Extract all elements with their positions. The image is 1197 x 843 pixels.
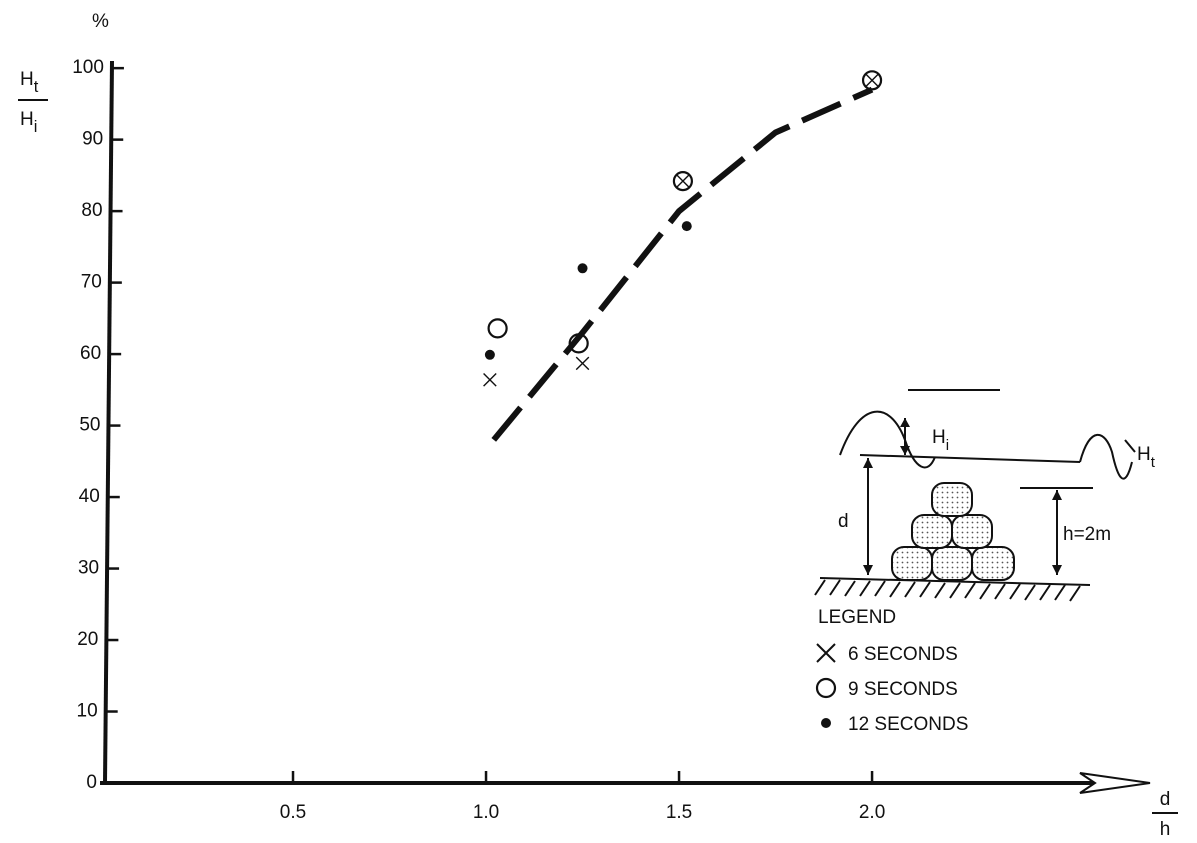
y-unit: % <box>92 11 109 32</box>
marker-dot <box>578 263 588 273</box>
y-label-denominator: Hi <box>20 109 37 136</box>
inset-diagram <box>815 390 1135 601</box>
incident-wave-label-main: H <box>932 427 946 448</box>
x-label-denominator: h <box>1160 819 1171 840</box>
x-tick-label: 0.5 <box>280 802 306 823</box>
y-tick-label: 20 <box>77 629 98 650</box>
x-tick-label: 1.5 <box>666 802 692 823</box>
marker-o <box>817 679 835 697</box>
marker-x <box>576 357 589 370</box>
incident-wave-label-sub: i <box>946 437 949 454</box>
x-label-numerator: d <box>1160 789 1171 810</box>
y-tick-label: 30 <box>78 558 99 579</box>
marker-dot <box>485 350 495 360</box>
legend-label: 6 SECONDS <box>848 644 958 665</box>
transmitted-wave-label: Ht <box>1137 444 1156 471</box>
x-tick-label: 2.0 <box>859 802 885 823</box>
depth-label: d <box>838 511 849 532</box>
transmitted-wave-label-main: H <box>1137 444 1151 465</box>
marker-part <box>576 357 589 370</box>
incident-wave-label: Hi <box>932 427 949 454</box>
marker-part <box>489 319 507 337</box>
x-tick-label: 1.0 <box>473 802 499 823</box>
y-label-numerator-main: H <box>20 69 34 90</box>
marker-part <box>821 718 831 728</box>
y-axis <box>105 61 112 783</box>
marker-x <box>484 374 497 387</box>
marker-x <box>677 175 690 188</box>
y-tick-label: 0 <box>86 772 97 793</box>
height-label: h=2m <box>1063 524 1111 545</box>
y-tick-label: 80 <box>81 200 102 221</box>
marker-x <box>866 74 879 87</box>
marker-part <box>484 374 497 387</box>
marker-dot <box>682 221 692 231</box>
marker-part <box>866 74 879 87</box>
legend-label: 12 SECONDS <box>848 714 968 735</box>
marker-x <box>817 644 835 662</box>
y-tick-label: 100 <box>72 57 104 78</box>
marker-part <box>817 644 835 662</box>
marker-part <box>485 350 495 360</box>
y-label-numerator: Ht <box>20 69 39 96</box>
y-tick-label: 10 <box>77 701 98 722</box>
marker-part <box>578 263 588 273</box>
transmitted-wave-label-sub: t <box>1151 454 1156 471</box>
y-label-denominator-main: H <box>20 109 34 130</box>
y-label-numerator-sub: t <box>34 78 39 96</box>
y-tick-label: 40 <box>79 486 100 507</box>
chart: 01020304050607080901000.51.01.52.0%HtHid… <box>0 0 1197 843</box>
legend-label: 9 SECONDS <box>848 679 958 700</box>
legend-title: LEGEND <box>818 607 896 628</box>
marker-part <box>817 679 835 697</box>
y-label-denominator-sub: i <box>34 118 38 136</box>
y-tick-label: 50 <box>79 415 100 436</box>
marker-dot <box>821 718 831 728</box>
fitted-curve <box>494 90 872 440</box>
marker-o <box>489 319 507 337</box>
y-tick-label: 90 <box>82 129 103 150</box>
marker-part <box>682 221 692 231</box>
y-tick-label: 70 <box>81 272 102 293</box>
marker-part <box>677 175 690 188</box>
y-tick-label: 60 <box>80 343 101 364</box>
